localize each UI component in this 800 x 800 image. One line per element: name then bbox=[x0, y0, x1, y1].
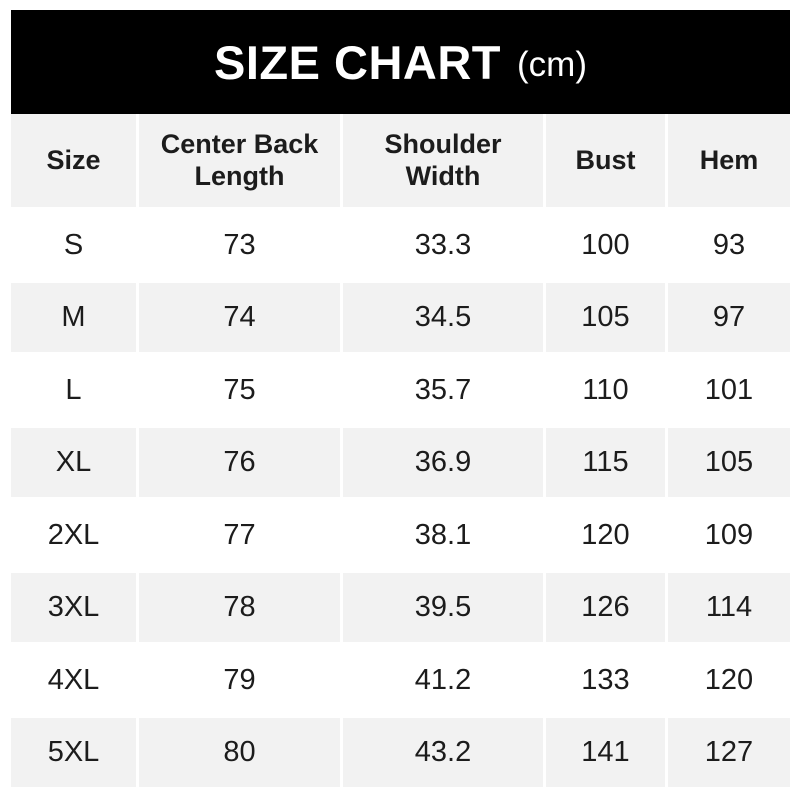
cell-bust: 141 bbox=[546, 717, 665, 787]
table-row: 5XL 80 43.2 141 127 bbox=[11, 717, 790, 787]
cell-shoulder-width: 38.1 bbox=[343, 500, 543, 570]
table-row: 3XL 78 39.5 126 114 bbox=[11, 572, 790, 642]
title-unit-label: (cm) bbox=[517, 44, 587, 84]
cell-shoulder-width: 43.2 bbox=[343, 717, 543, 787]
size-chart-table: Size Center Back Length Shoulder Width B… bbox=[11, 114, 790, 787]
cell-shoulder-width: 33.3 bbox=[343, 210, 543, 280]
cell-size: XL bbox=[11, 427, 136, 497]
cell-size: L bbox=[11, 355, 136, 425]
cell-bust: 105 bbox=[546, 282, 665, 352]
cell-hem: 109 bbox=[668, 500, 790, 570]
column-header-size: Size bbox=[11, 114, 136, 207]
column-header-center-back-length: Center Back Length bbox=[139, 114, 340, 207]
cell-hem: 127 bbox=[668, 717, 790, 787]
table-row: XL 76 36.9 115 105 bbox=[11, 427, 790, 497]
column-header-bust-label: Bust bbox=[575, 144, 636, 175]
table-row: 2XL 77 38.1 120 109 bbox=[11, 500, 790, 570]
cell-bust: 110 bbox=[546, 355, 665, 425]
cell-size: 2XL bbox=[11, 500, 136, 570]
column-header-size-label: Size bbox=[46, 144, 101, 175]
cell-shoulder-width: 35.7 bbox=[343, 355, 543, 425]
cell-hem: 120 bbox=[668, 645, 790, 715]
cbl-line-2: Length bbox=[194, 160, 285, 191]
table-row: L 75 35.7 110 101 bbox=[11, 355, 790, 425]
cell-shoulder-width: 41.2 bbox=[343, 645, 543, 715]
page-title: SIZE CHART bbox=[214, 35, 502, 89]
cell-hem: 101 bbox=[668, 355, 790, 425]
cell-bust: 100 bbox=[546, 210, 665, 280]
column-header-center-back-length-label: Center Back Length bbox=[161, 129, 319, 193]
cell-hem: 105 bbox=[668, 427, 790, 497]
cell-hem: 97 bbox=[668, 282, 790, 352]
cell-shoulder-width: 36.9 bbox=[343, 427, 543, 497]
cell-size: 5XL bbox=[11, 717, 136, 787]
cell-center-back-length: 79 bbox=[139, 645, 340, 715]
cell-size: 3XL bbox=[11, 572, 136, 642]
size-chart-frame: SIZE CHART (cm) Size Center Back Length … bbox=[11, 10, 790, 787]
cbl-line-1: Center Back bbox=[160, 128, 319, 159]
cell-center-back-length: 74 bbox=[139, 282, 340, 352]
cell-shoulder-width: 34.5 bbox=[343, 282, 543, 352]
cell-hem: 114 bbox=[668, 572, 790, 642]
table-row: 4XL 79 41.2 133 120 bbox=[11, 645, 790, 715]
cell-center-back-length: 73 bbox=[139, 210, 340, 280]
cell-bust: 115 bbox=[546, 427, 665, 497]
cell-center-back-length: 76 bbox=[139, 427, 340, 497]
cell-bust: 133 bbox=[546, 645, 665, 715]
cell-bust: 120 bbox=[546, 500, 665, 570]
cell-center-back-length: 78 bbox=[139, 572, 340, 642]
shoulder-line-1: Shoulder bbox=[384, 128, 502, 159]
cell-bust: 126 bbox=[546, 572, 665, 642]
cell-center-back-length: 75 bbox=[139, 355, 340, 425]
cell-size: 4XL bbox=[11, 645, 136, 715]
cell-shoulder-width: 39.5 bbox=[343, 572, 543, 642]
cell-size: M bbox=[11, 282, 136, 352]
shoulder-line-2: Width bbox=[405, 160, 481, 191]
cell-hem: 93 bbox=[668, 210, 790, 280]
cell-center-back-length: 80 bbox=[139, 717, 340, 787]
column-header-shoulder-width: Shoulder Width bbox=[343, 114, 543, 207]
column-header-hem-label: Hem bbox=[699, 144, 759, 175]
cell-center-back-length: 77 bbox=[139, 500, 340, 570]
table-row: S 73 33.3 100 93 bbox=[11, 210, 790, 280]
column-header-hem: Hem bbox=[668, 114, 790, 207]
table-row: M 74 34.5 105 97 bbox=[11, 282, 790, 352]
table-header-row: Size Center Back Length Shoulder Width B… bbox=[11, 114, 790, 207]
column-header-shoulder-width-label: Shoulder Width bbox=[384, 129, 501, 193]
title-banner: SIZE CHART (cm) bbox=[11, 10, 790, 114]
cell-size: S bbox=[11, 210, 136, 280]
column-header-bust: Bust bbox=[546, 114, 665, 207]
